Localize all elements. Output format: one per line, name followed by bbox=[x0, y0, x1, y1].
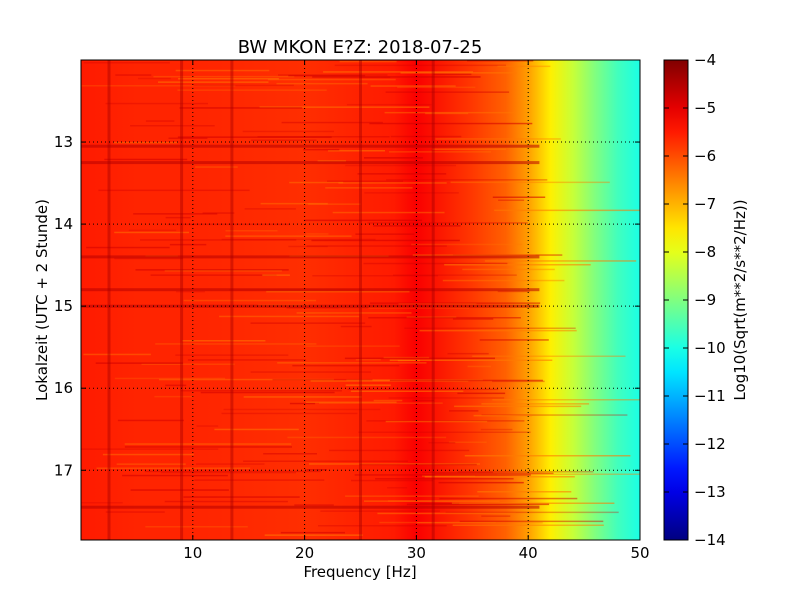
colorbar-tick-label: −8 bbox=[694, 243, 716, 261]
colorbar-tick-label: −4 bbox=[694, 51, 716, 69]
vertical-spectral-line bbox=[359, 60, 362, 540]
vertical-spectral-line bbox=[180, 60, 184, 540]
spectrogram-background bbox=[81, 60, 640, 540]
colorbar-tick-label: −11 bbox=[694, 387, 726, 405]
y-axis-label: Lokalzeit (UTC + 2 Stunde) bbox=[33, 199, 51, 401]
plot-frame bbox=[80, 59, 641, 541]
colorbar-tick-label: −5 bbox=[694, 99, 716, 117]
grid-lines bbox=[81, 60, 640, 540]
x-tick-label: 40 bbox=[519, 544, 538, 562]
horizontal-band bbox=[81, 255, 540, 259]
colorbar-tick-label: −14 bbox=[694, 531, 726, 549]
x-axis-label: Frequency [Hz] bbox=[303, 563, 416, 581]
colorbar-tick-label: −9 bbox=[694, 291, 716, 309]
spectrogram-texture bbox=[81, 60, 640, 536]
chart-title: BW MKON E?Z: 2018-07-25 bbox=[238, 37, 483, 58]
vertical-spectral-line bbox=[230, 60, 234, 540]
vertical-spectral-line bbox=[431, 60, 435, 540]
horizontal-band bbox=[81, 288, 540, 292]
x-tick-label: 10 bbox=[183, 544, 202, 562]
colorbar-tick-label: −6 bbox=[694, 147, 716, 165]
horizontal-band bbox=[81, 161, 540, 165]
x-tick-label: 20 bbox=[295, 544, 314, 562]
colorbar-tick-label: −13 bbox=[694, 483, 726, 501]
y-tick-label: 14 bbox=[54, 215, 73, 233]
vertical-spectral-line bbox=[107, 60, 111, 540]
plot-area: 10 20 30 40 50 13 14 15 16 17 bbox=[54, 59, 650, 562]
colorbar-tick-label: −10 bbox=[694, 339, 726, 357]
colorbar-label: Log10(Sqrt(m**2/s**2/Hz)) bbox=[731, 199, 749, 400]
horizontal-band bbox=[81, 505, 540, 509]
x-tick-label: 30 bbox=[407, 544, 426, 562]
colorbar-tick-label: −12 bbox=[694, 435, 726, 453]
colorbar: −4 −5 −6 −7 −8 −9 −10 −11 −12 −13 −14 bbox=[663, 51, 726, 549]
y-tick-label: 16 bbox=[54, 379, 73, 397]
y-tick-label: 13 bbox=[54, 133, 73, 151]
horizontal-band bbox=[81, 144, 540, 148]
horizontal-band bbox=[81, 304, 540, 308]
y-tick-label: 15 bbox=[54, 297, 73, 315]
y-tick-label: 17 bbox=[54, 461, 73, 479]
colorbar-tick-label: −7 bbox=[694, 195, 716, 213]
x-tick-label: 50 bbox=[630, 544, 649, 562]
